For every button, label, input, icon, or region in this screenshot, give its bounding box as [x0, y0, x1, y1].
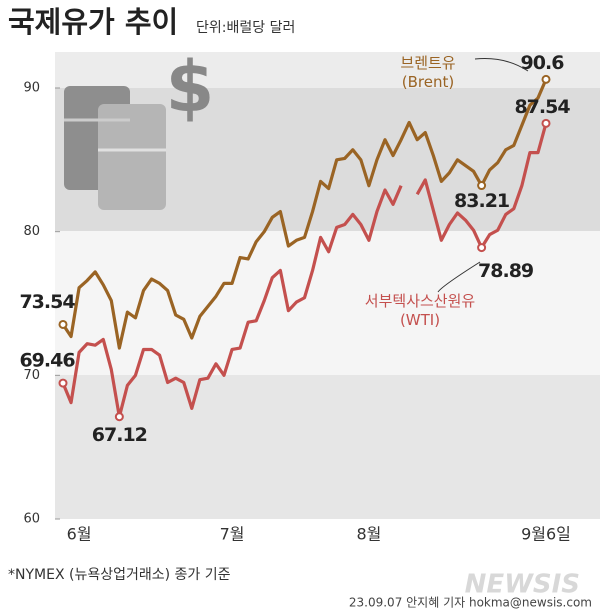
data-label: 83.21: [454, 190, 509, 212]
x-tick-label: 9월6일: [521, 525, 571, 544]
legend-label: 브렌트유 (Brent): [400, 54, 455, 91]
x-tick-label: 6월: [67, 525, 92, 544]
x-tick-label: 8월: [356, 525, 381, 544]
barrel-icon: $: [64, 46, 214, 210]
subtitle: 단위:배럴당 달러: [196, 20, 295, 36]
data-label: 69.46: [19, 350, 75, 372]
data-label: 78.89: [478, 260, 533, 282]
legend-line: 브렌트유: [400, 54, 455, 72]
leader: [437, 261, 481, 293]
y-tick-label: 70: [23, 368, 40, 383]
point-marker: [541, 118, 551, 128]
point-marker: [58, 319, 68, 329]
data-label: 67.12: [92, 424, 147, 446]
legend-line: (Brent): [402, 73, 454, 91]
point-marker: [541, 74, 551, 84]
svg-text:$: $: [166, 46, 215, 128]
point-marker: [114, 412, 124, 422]
leader: [474, 58, 529, 72]
band: [55, 375, 600, 519]
point-marker: [477, 243, 487, 253]
credit: 23.09.07 안지혜 기자 hokma@newsis.com: [349, 596, 592, 610]
x-tick-label: 7월: [220, 525, 245, 544]
watermark: NEWSIS: [465, 570, 580, 600]
data-label: 73.54: [19, 291, 75, 313]
y-tick-label: 80: [23, 224, 40, 239]
band: [55, 52, 600, 88]
y-tick-label: 60: [23, 512, 40, 527]
legend-line: (WTI): [400, 311, 440, 329]
y-tick-label: 90: [23, 81, 40, 96]
chart-title: 국제유가 추이: [8, 5, 178, 39]
legend-line: 서부텍사스산원유: [365, 292, 476, 310]
data-label: 90.6: [521, 52, 565, 74]
footnote: *NYMEX (뉴욕상업거래소) 종가 기준: [8, 567, 231, 583]
data-label: 87.54: [514, 96, 570, 118]
legend-label: 서부텍사스산원유 (WTI): [365, 292, 476, 329]
line: [61, 78, 548, 350]
point-marker: [58, 378, 68, 388]
point-marker: [477, 181, 487, 191]
